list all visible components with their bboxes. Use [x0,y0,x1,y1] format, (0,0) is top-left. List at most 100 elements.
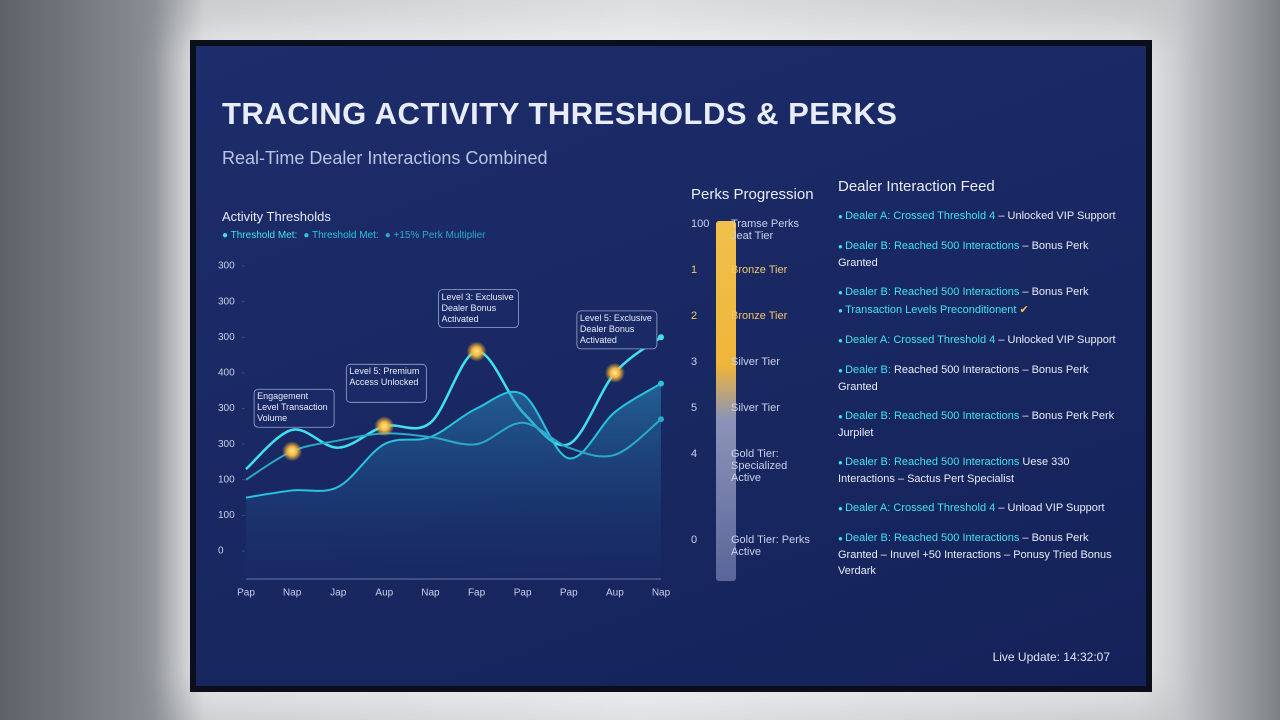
feed-item: Dealer B: Reached 500 Interactions – Bon… [838,362,1128,395]
annotation-body: Engagement Level Transaction Volume [257,391,328,424]
dashboard-title: TRACING ACTIVITY THRESHOLDS & PERKS [222,96,898,131]
y-tick-label: 100 [218,474,235,485]
feed-item: Dealer B: Reached 500 Interactions – Bon… [838,238,1128,271]
perk-number: 5 [691,402,698,414]
y-tick-label: 300 [218,439,235,450]
chart-title: Activity Thresholds [222,209,331,224]
perk-number: 3 [691,356,698,368]
series-end-dot [658,334,664,341]
x-tick-label: Pap [514,588,532,599]
annotation: Engagement Level Transaction Volume [253,388,335,428]
feed-item: Dealer A: Crossed Threshold 4 – Unlocked… [838,332,1128,349]
series-line [245,382,662,499]
feed-highlight: Dealer B: Reached 500 Interactions [838,456,1019,468]
perk-level: 0 Gold Tier: Perks Active [691,534,831,558]
dashboard-screen: TRACING ACTIVITY THRESHOLDS & PERKS Real… [190,40,1152,692]
x-tick-label: Aup [375,588,393,599]
feed-item: Transaction Levels Preconditionent ✔ [838,302,1128,319]
legend: Threshold Met: Threshold Met: +15% Perk Mu… [222,230,486,241]
annotation-box [345,363,427,403]
perk-label: Tramse Perks Jeat Tier [731,218,800,242]
series-end-dot [658,380,664,387]
perk-level: 2 Bronze Tier [691,310,831,322]
threshold-marker [604,362,625,383]
series-end-dot [658,416,664,423]
feed-title: Dealer Interaction Feed [838,178,995,195]
x-tick-label: Pap [560,588,578,599]
legend-item: Threshold Met: [222,230,298,241]
x-tick-label: Pap [237,588,255,599]
feed-item: Dealer A: Crossed Threshold 4 – Unload V… [838,500,1128,517]
series-line [245,336,662,471]
perk-label: Gold Tier: Specialized Active [731,448,788,484]
legend-item: Threshold Met: [303,230,379,241]
perk-level: 1 Bronze Tier [691,264,831,276]
series-line [245,418,662,481]
perk-level: 3 Silver Tier [691,356,831,368]
annotation: Level 5: Premium Access Unlocked [345,363,427,403]
perk-label: Silver Tier [731,356,780,368]
feed-text: – Unlocked VIP Support [998,210,1116,222]
annotation: Level 5: Exclusive Dealer Bonus Activate… [576,310,658,350]
feed-text: – Bonus Perk [1022,286,1089,298]
annotation-box [576,310,658,350]
feed-item: Dealer B: Reached 500 Interactions – Bon… [838,408,1128,441]
feed-list: Dealer A: Crossed Threshold 4 – Unlocked… [838,208,1128,592]
x-tick-label: Nap [421,588,440,599]
feed-item: Dealer B: Reached 500 Interactions – Bon… [838,284,1128,301]
feed-highlight: Dealer B: Reached 500 Interactions [838,532,1019,544]
threshold-marker [282,441,303,462]
threshold-marker [374,416,395,437]
y-tick-label: 300 [218,261,235,272]
perk-label: Bronze Tier [731,264,788,276]
annotation-text: Level 3: Exclusive Dealer Bonus Activate… [441,291,514,324]
annotation-body: Level 5: Exclusive Dealer Bonus Activate… [580,313,652,345]
perk-number: 1 [691,264,698,276]
perk-label: Silver Tier [731,402,780,414]
perk-label: Bronze Tier [731,310,788,322]
feed-highlight: Dealer A: Crossed Threshold 4 [838,502,995,514]
series-area [246,383,661,579]
feed-highlight: Transaction Levels Preconditionent [838,304,1016,316]
x-tick-label: Jap [330,588,347,599]
feed-text: – Bonus Perk Granted – Inuvel +50 Intera… [838,532,1112,577]
annotation-body: Level 3: Exclusive Dealer Bonus Activate… [441,291,514,324]
feed-highlight: Dealer B: [838,364,891,376]
x-tick-label: Nap [283,588,302,599]
perk-number: 100 [691,218,710,230]
feed-highlight: Dealer B: Reached 500 Interactions [838,240,1019,252]
x-tick-label: Aup [606,588,624,599]
perks-progress-bar [716,221,736,581]
perk-number: 0 [691,534,698,546]
feed-highlight: Dealer A: Crossed Threshold 4 [838,210,995,222]
y-tick-label: 300 [218,403,235,414]
perk-level: 100 Tramse Perks Jeat Tier [691,218,831,242]
perks-title: Perks Progression [691,186,814,203]
y-tick-label: 100 [218,510,235,521]
annotation-body: Level 5: Premium Access Unlocked [349,366,420,388]
dashboard-subtitle: Real-Time Dealer Interactions Combined [222,148,548,168]
feed-text: – Unload VIP Support [998,502,1105,514]
live-update: Live Update: 14:32:07 [992,650,1110,664]
legend-item: +15% Perk Multiplier [385,230,486,241]
feed-text: – Bonus Perk Granted [838,240,1089,269]
feed-text: – Unlocked VIP Support [998,334,1116,346]
chart: 0 100 100 300 300 400 300 300 300 Pap Nap Jap Aup Nap… [218,261,671,599]
y-tick-label: 300 [218,332,235,343]
feed-item: Dealer B: Reached 500 Interactions – Bon… [838,530,1128,579]
annotation-text: Engagement Level Transaction Volume [257,391,328,424]
y-tick-label: 0 [218,546,224,557]
annotation-box [253,388,335,428]
feed-text: – Bonus Perk Perk Jurpilet [838,410,1115,439]
annotation-text: Level 5: Premium Access Unlocked [349,366,420,388]
x-tick-label: Fap [468,588,486,599]
perk-level: 5 Silver Tier [691,402,831,414]
feed-item: Dealer B: Reached 500 Interactions Uese … [838,454,1128,487]
feed-item: Dealer A: Crossed Threshold 4 – Unlocked… [838,208,1128,225]
perk-number: 2 [691,310,698,322]
feed-text: Uese 330 Interactions – Sactus Pert Spec… [838,456,1070,485]
perk-label: Gold Tier: Perks Active [731,534,810,558]
perk-level: 4 Gold Tier: Specialized Active [691,448,831,484]
feed-highlight: Dealer B: Reached 500 Interactions [838,286,1019,298]
